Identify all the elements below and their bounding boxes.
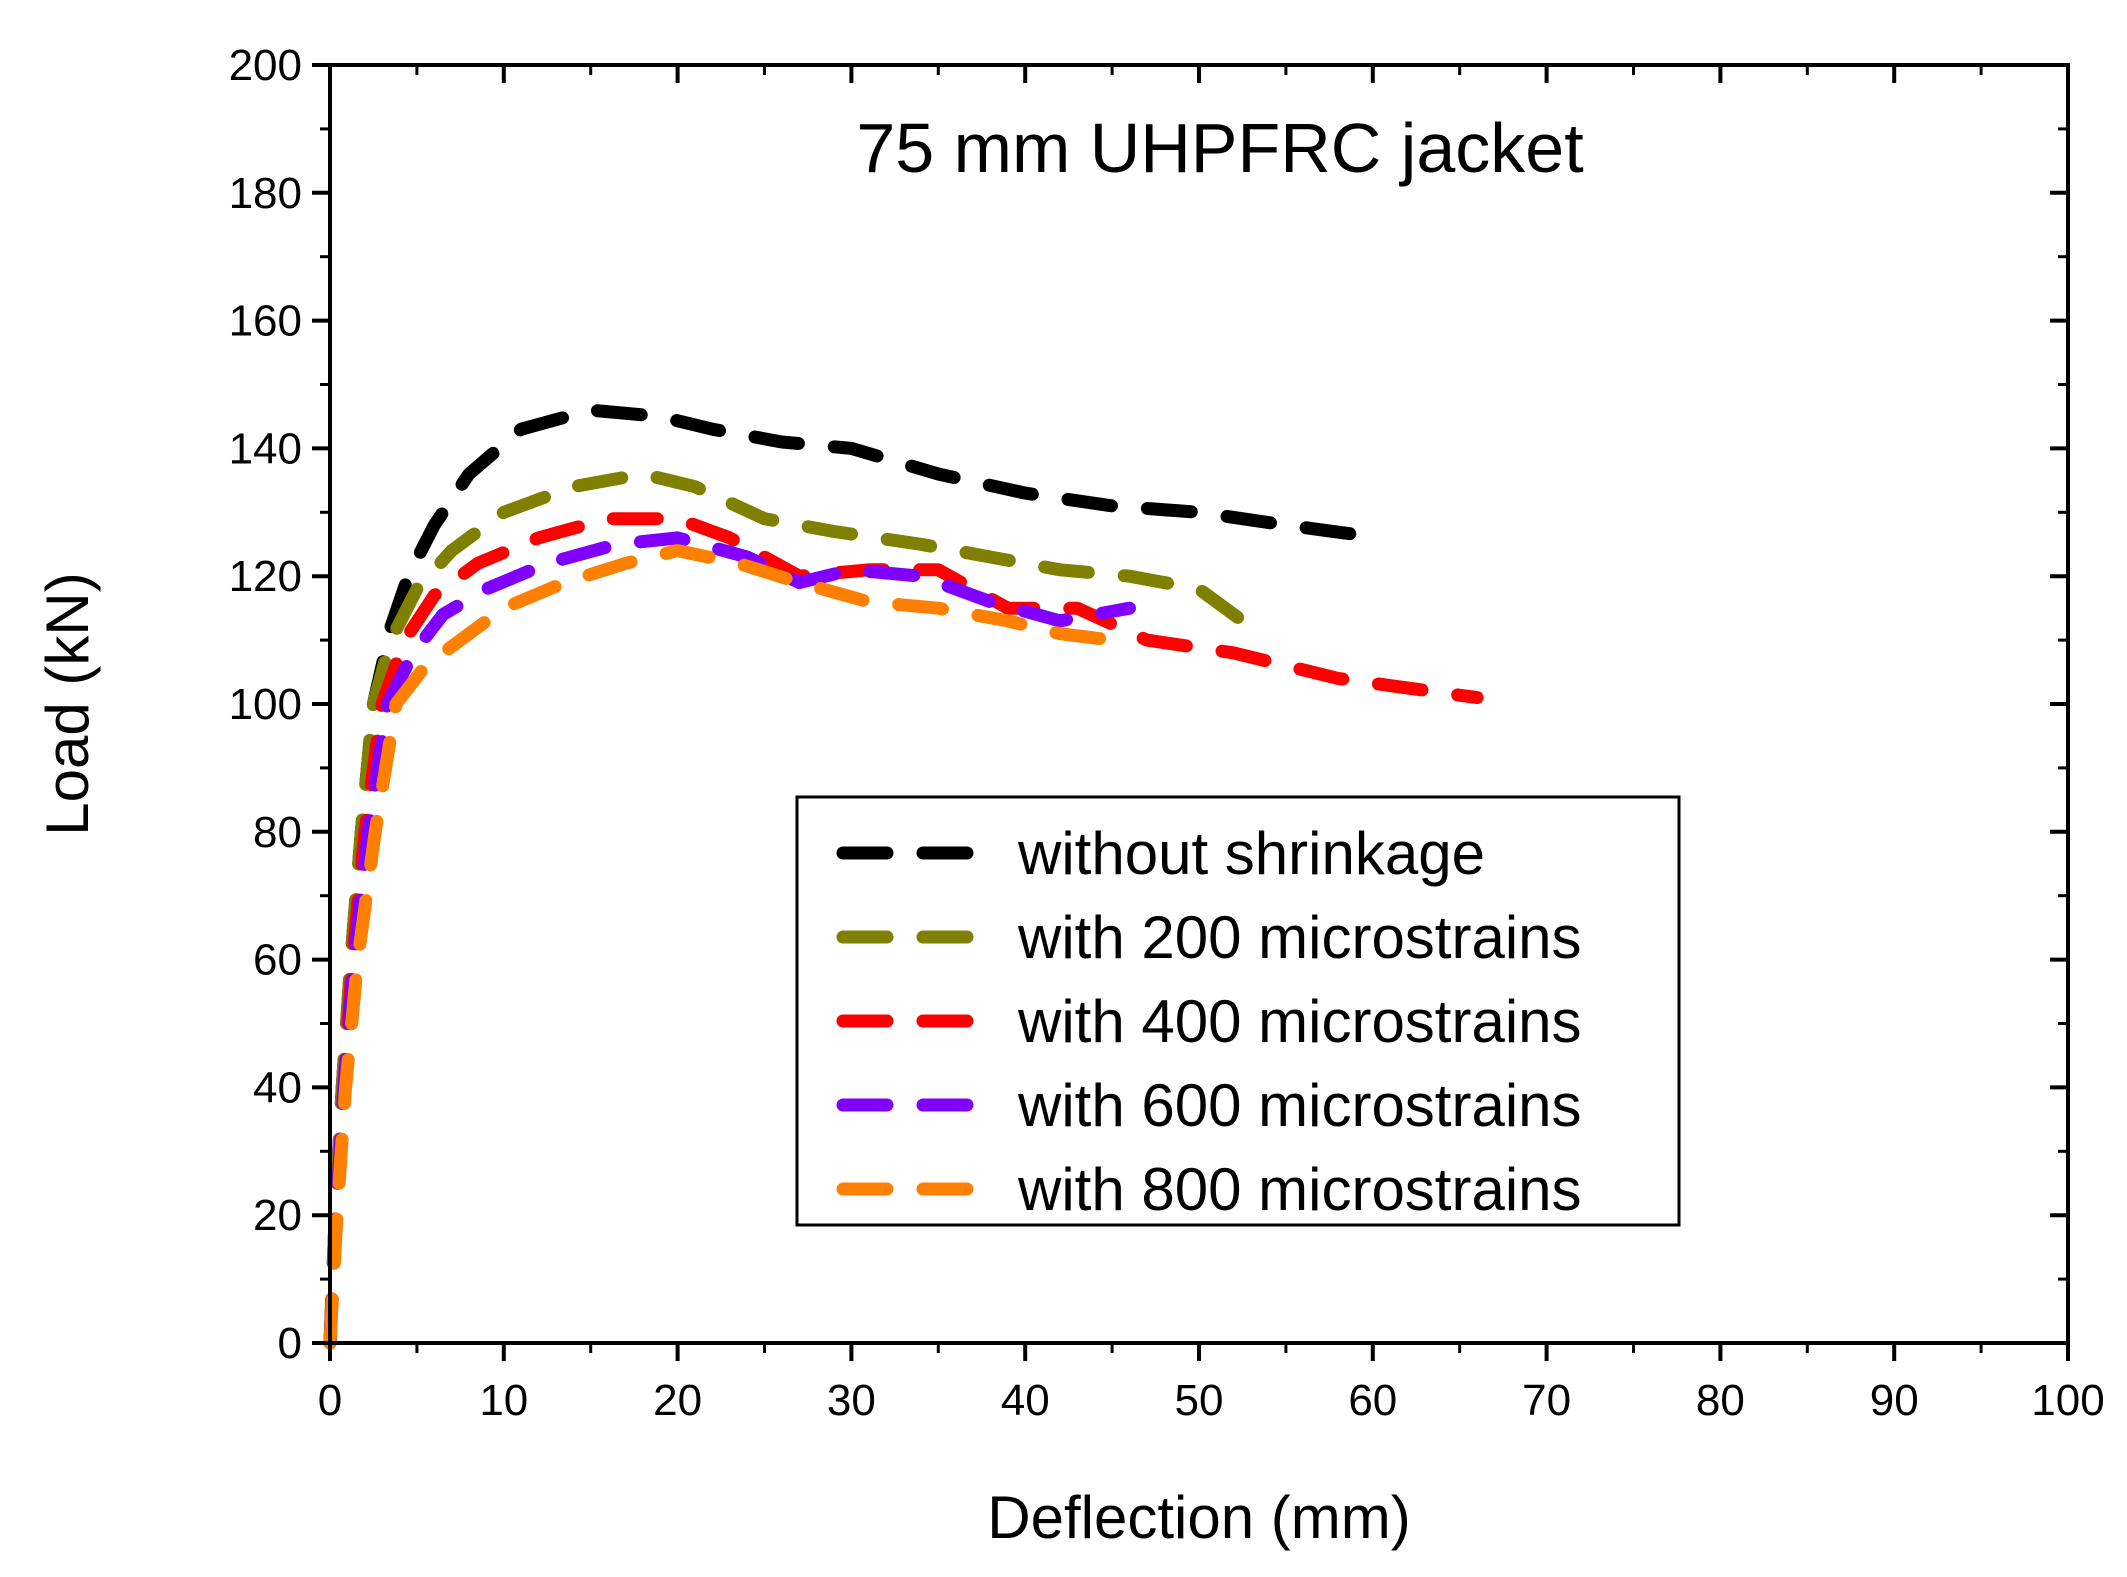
y-tick-label: 60: [253, 936, 302, 985]
x-tick-label: 10: [479, 1376, 528, 1425]
chart-title: 75 mm UHPFRC jacket: [856, 109, 1583, 187]
x-tick-label: 60: [1348, 1376, 1397, 1425]
y-tick-label: 80: [253, 808, 302, 857]
y-tick-label: 180: [229, 169, 302, 218]
x-tick-label: 80: [1696, 1376, 1745, 1425]
x-tick-label: 0: [318, 1376, 342, 1425]
y-tick-label: 160: [229, 297, 302, 346]
x-tick-label: 90: [1870, 1376, 1919, 1425]
x-tick-labels: 0 10 20 30 40 50 60 70 80 90 100: [318, 1376, 2105, 1425]
y-axis-label: Load (kN): [34, 572, 101, 835]
y-tick-label: 140: [229, 424, 302, 473]
x-tick-label: 30: [827, 1376, 876, 1425]
y-tick-label: 120: [229, 552, 302, 601]
legend-label-4: with 600 microstrains: [1017, 1072, 1582, 1139]
series-layer: [323, 403, 1484, 1350]
legend-label-5: with 800 microstrains: [1017, 1156, 1582, 1223]
legend-entries: without shrinkage with 200 microstrains wi…: [836, 820, 1582, 1223]
x-tick-label: 40: [1001, 1376, 1050, 1425]
x-tick-label: 50: [1175, 1376, 1224, 1425]
x-axis-label: Deflection (mm): [987, 1484, 1410, 1551]
x-tick-label: 70: [1522, 1376, 1571, 1425]
y-tick-label: 0: [278, 1319, 302, 1368]
legend-label-2: with 200 microstrains: [1017, 904, 1582, 971]
y-tick-labels: 0 20 40 60 80 100 120 140 160 180 200: [229, 41, 302, 1368]
ticks-layer: [312, 63, 2070, 1361]
y-tick-label: 100: [229, 680, 302, 729]
x-tick-label: 20: [653, 1376, 702, 1425]
legend-label-1: without shrinkage: [1017, 820, 1485, 887]
x-tick-label: 100: [2031, 1376, 2104, 1425]
y-tick-label: 200: [229, 41, 302, 90]
legend-label-3: with 400 microstrains: [1017, 988, 1582, 1055]
series-line-5: [323, 544, 1119, 1350]
y-tick-label: 40: [253, 1063, 302, 1112]
legend: without shrinkage with 200 microstrains wi…: [795, 795, 1681, 1227]
y-tick-label: 20: [253, 1191, 302, 1240]
legend-box: [795, 795, 1681, 1227]
